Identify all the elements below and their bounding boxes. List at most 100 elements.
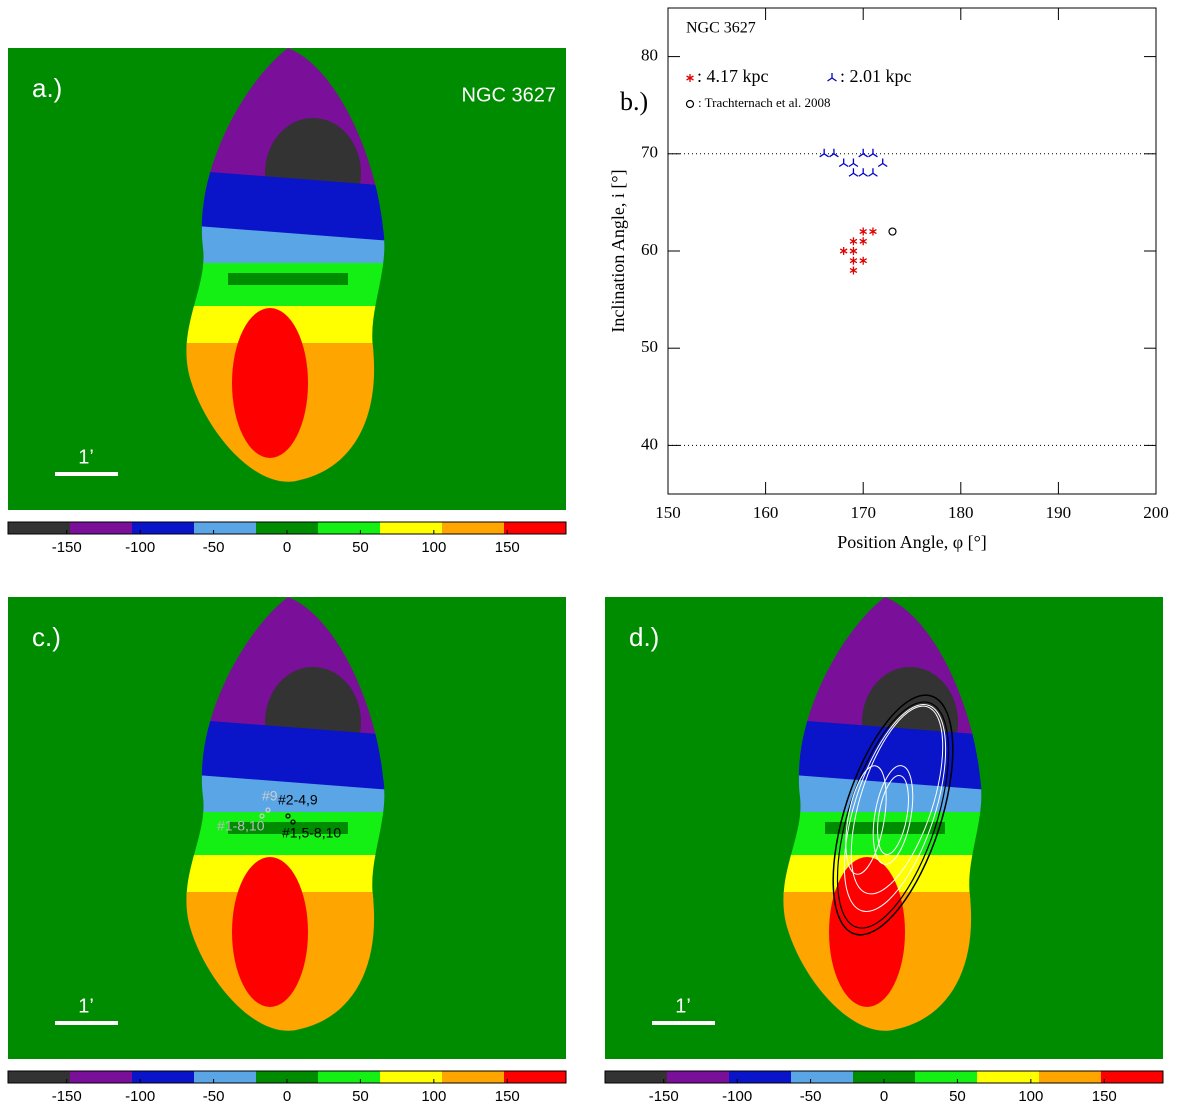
colorbar-segment [729,1071,792,1083]
marker [860,237,867,245]
colorbar-tick-label: -50 [203,539,225,556]
colorbar-tick-label: -150 [52,1088,82,1105]
colorbar-tick-label: 0 [283,539,291,556]
colorbar-tick-label: -50 [203,1088,225,1105]
colorbar-tick-label: 150 [1092,1088,1117,1105]
colorbar-tick-label: 50 [352,1088,369,1105]
colorbar-segment [1101,1071,1164,1083]
colorbar-segment [318,1071,381,1083]
legend-label: : 2.01 kpc [840,66,912,86]
panel-label: b.) [620,87,648,116]
panel-title: NGC 3627 [462,84,557,106]
velocity-map [8,48,566,510]
colorbar-segment [791,1071,854,1083]
x-tick-label: 170 [850,503,876,522]
marker [840,247,847,255]
scale-label: 1’ [78,446,94,468]
colorbar-segment [380,1071,443,1083]
colorbar-segment [70,522,133,534]
marker [889,228,896,235]
colorbar-segment [504,522,567,534]
scale-label: 1’ [78,995,94,1017]
legend-label: : 4.17 kpc [697,66,769,86]
marker [849,168,858,176]
colorbar-tick-label: 50 [352,539,369,556]
colorbar-tick-label: 100 [421,1088,446,1105]
marker [850,257,857,265]
x-tick-label: 180 [948,503,974,522]
legend-marker [687,74,694,82]
marker [849,159,858,167]
marker [869,228,876,236]
chart-title: NGC 3627 [686,20,756,37]
legend-marker [828,73,837,81]
x-axis-label: Position Angle, φ [°] [837,532,987,552]
y-tick-label: 60 [641,240,658,259]
colorbar-tick-label: 150 [495,1088,520,1105]
colorbar-segment [442,1071,505,1083]
panel-label: a.) [32,73,62,103]
colorbar-segment [70,1071,133,1083]
marker [839,159,848,167]
marker [868,149,877,157]
colorbar-segment [380,522,443,534]
scale-label: 1’ [675,995,691,1017]
marker [868,168,877,176]
x-tick-label: 160 [753,503,779,522]
colorbar-tick-label: 50 [949,1088,966,1105]
annotation: #9 [262,788,278,804]
colorbar-tick-label: 100 [421,539,446,556]
colorbar-tick-label: -50 [800,1088,822,1105]
colorbar-segment [8,522,71,534]
marker [860,228,867,236]
marker [878,159,887,167]
figure: 150 160 170 180 190 200 40 50 60 70 80 Position Ang… [0,0,1187,1106]
panel-label: c.) [32,622,61,652]
y-tick-label: 80 [641,46,658,65]
y-tick-label: 40 [641,434,658,453]
marker [820,149,829,157]
colorbar-tick-label: -100 [125,1088,155,1105]
colorbar-tick-label: -150 [649,1088,679,1105]
marker [860,257,867,265]
x-tick-label: 200 [1143,503,1169,522]
panel-label: d.) [629,622,659,652]
colorbar-tick-label: 0 [880,1088,888,1105]
colorbar-segment [504,1071,567,1083]
annotation: #1-8,10 [217,818,265,834]
marker [850,266,857,274]
colorbar-segment [132,1071,195,1083]
annotation: #2-4,9 [278,792,318,808]
colorbar-segment [8,1071,71,1083]
annotation: #1,5-8,10 [282,825,341,841]
x-tick-label: 190 [1046,503,1072,522]
colorbar-segment [915,1071,978,1083]
colorbar-segment [132,522,195,534]
colorbar-segment [442,522,505,534]
legend-label: : Trachternach et al. 2008 [698,95,831,110]
y-tick-label: 50 [641,337,658,356]
colorbar-tick-label: 100 [1018,1088,1043,1105]
colorbar-segment [977,1071,1040,1083]
colorbar-segment [605,1071,668,1083]
colorbar-segment [667,1071,730,1083]
colorbar-segment [194,522,257,534]
colorbar-segment [194,1071,257,1083]
colorbar-tick-label: -100 [722,1088,752,1105]
colorbar-tick-label: 0 [283,1088,291,1105]
marker [859,149,868,157]
marker [850,247,857,255]
marker [859,168,868,176]
colorbar-tick-label: -150 [52,539,82,556]
colorbar-segment [1039,1071,1102,1083]
marker [829,149,838,157]
velocity-map [605,597,1163,1059]
colorbar-segment [318,522,381,534]
legend-marker [687,101,694,108]
x-tick-label: 150 [655,503,681,522]
colorbar-tick-label: -100 [125,539,155,556]
y-tick-label: 70 [641,143,658,162]
marker [850,237,857,245]
y-axis-label: Inclination Angle, i [°] [608,169,628,332]
colorbar-tick-label: 150 [495,539,520,556]
